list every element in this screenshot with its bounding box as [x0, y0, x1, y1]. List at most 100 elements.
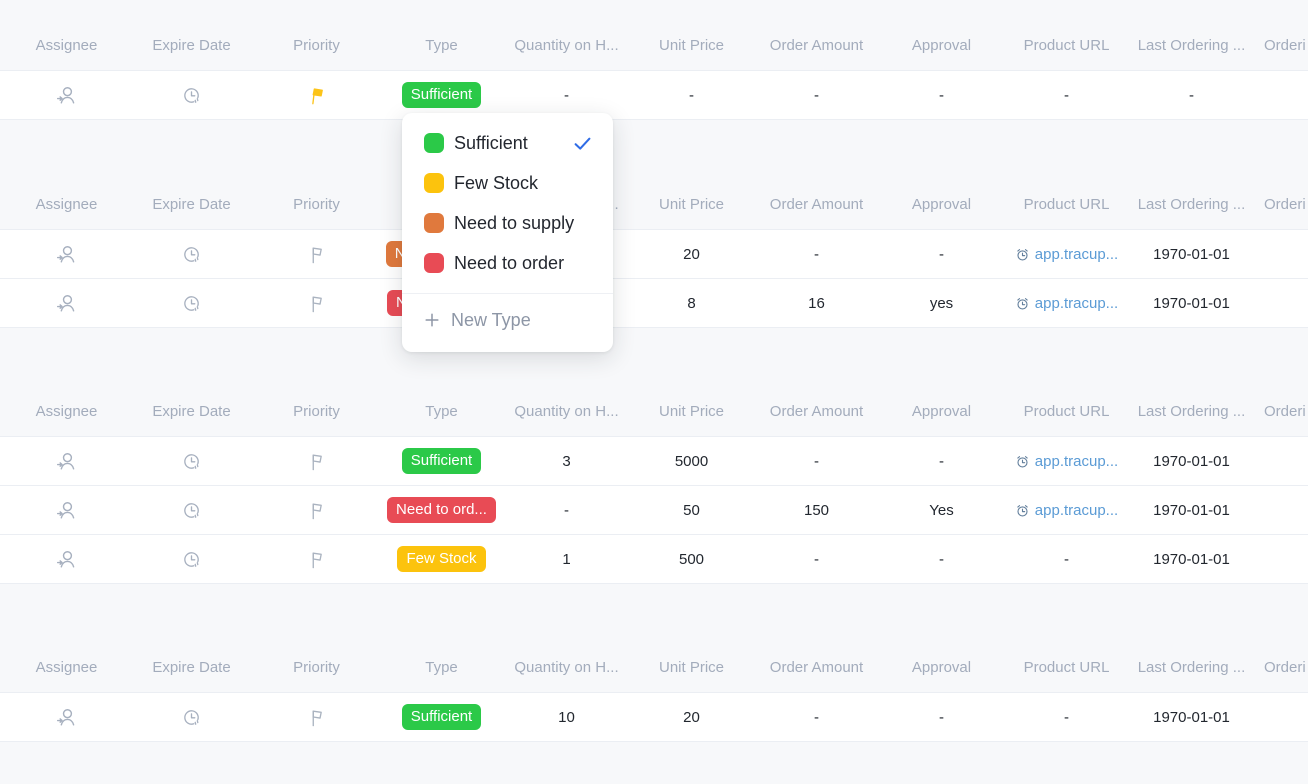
column-header-ordering[interactable]: Orderi [1254, 179, 1308, 229]
cell-product_url[interactable]: - [1004, 71, 1129, 119]
cell-ordering[interactable] [1254, 693, 1308, 741]
type-badge[interactable]: Sufficient [401, 82, 482, 108]
cell-approval[interactable]: - [879, 230, 1004, 278]
cell-last_ordering[interactable]: 1970-01-01 [1129, 693, 1254, 741]
cell-quantity_on_hand[interactable]: 10 [504, 693, 629, 741]
type-badge[interactable]: Sufficient [401, 448, 482, 474]
column-header-priority[interactable]: Priority [254, 642, 379, 692]
cell-unit_price[interactable]: 5000 [629, 437, 754, 485]
column-header-unit_price[interactable]: Unit Price [629, 386, 754, 436]
cell-ordering[interactable] [1254, 230, 1308, 278]
column-header-last_ordering[interactable]: Last Ordering ... [1129, 20, 1254, 70]
cell-assignee[interactable] [4, 230, 129, 278]
cell-last_ordering[interactable]: - [1129, 71, 1254, 119]
column-header-assignee[interactable]: Assignee [4, 642, 129, 692]
cell-product_url[interactable]: app.tracup... [1004, 230, 1129, 278]
column-header-approval[interactable]: Approval [879, 179, 1004, 229]
cell-priority[interactable] [254, 693, 379, 741]
cell-priority[interactable] [254, 71, 379, 119]
column-header-quantity_on_hand[interactable]: Quantity on H... [504, 386, 629, 436]
cell-quantity_on_hand[interactable]: 1 [504, 535, 629, 583]
product-url-link[interactable]: app.tracup... [1015, 295, 1118, 312]
cell-order_amount[interactable]: 16 [754, 279, 879, 327]
cell-expire_date[interactable] [129, 71, 254, 119]
cell-order_amount[interactable]: - [754, 535, 879, 583]
cell-product_url[interactable]: - [1004, 693, 1129, 741]
cell-order_amount[interactable]: - [754, 71, 879, 119]
product-url-link[interactable]: app.tracup... [1015, 246, 1118, 263]
cell-assignee[interactable] [4, 486, 129, 534]
cell-approval[interactable]: - [879, 693, 1004, 741]
column-header-expire_date[interactable]: Expire Date [129, 642, 254, 692]
type-badge[interactable]: Need to ord... [387, 497, 496, 523]
cell-ordering[interactable] [1254, 486, 1308, 534]
column-header-ordering[interactable]: Orderi [1254, 642, 1308, 692]
cell-assignee[interactable] [4, 437, 129, 485]
column-header-product_url[interactable]: Product URL [1004, 179, 1129, 229]
column-header-expire_date[interactable]: Expire Date [129, 179, 254, 229]
cell-quantity_on_hand[interactable]: - [504, 71, 629, 119]
column-header-product_url[interactable]: Product URL [1004, 20, 1129, 70]
type-option-need-to-supply[interactable]: Need to supply [402, 203, 613, 243]
type-option-sufficient[interactable]: Sufficient [402, 123, 613, 163]
cell-ordering[interactable] [1254, 437, 1308, 485]
product-url-link[interactable]: app.tracup... [1015, 502, 1118, 519]
column-header-priority[interactable]: Priority [254, 179, 379, 229]
column-header-unit_price[interactable]: Unit Price [629, 642, 754, 692]
cell-order_amount[interactable]: 150 [754, 486, 879, 534]
cell-type[interactable]: Sufficient [379, 693, 504, 741]
cell-ordering[interactable] [1254, 279, 1308, 327]
new-type-button[interactable]: New Type [402, 294, 613, 346]
column-header-order_amount[interactable]: Order Amount [754, 179, 879, 229]
column-header-order_amount[interactable]: Order Amount [754, 20, 879, 70]
cell-ordering[interactable] [1254, 535, 1308, 583]
cell-approval[interactable]: - [879, 437, 1004, 485]
cell-type[interactable]: Few Stock [379, 535, 504, 583]
cell-last_ordering[interactable]: 1970-01-01 [1129, 230, 1254, 278]
column-header-order_amount[interactable]: Order Amount [754, 386, 879, 436]
column-header-last_ordering[interactable]: Last Ordering ... [1129, 179, 1254, 229]
type-option-need-to-order[interactable]: Need to order [402, 243, 613, 283]
cell-assignee[interactable] [4, 535, 129, 583]
column-header-quantity_on_hand[interactable]: Quantity on H... [504, 20, 629, 70]
column-header-type[interactable]: Type [379, 20, 504, 70]
cell-type[interactable]: Sufficient [379, 71, 504, 119]
cell-type[interactable]: Need to ord... [379, 486, 504, 534]
cell-last_ordering[interactable]: 1970-01-01 [1129, 535, 1254, 583]
column-header-last_ordering[interactable]: Last Ordering ... [1129, 386, 1254, 436]
cell-approval[interactable]: - [879, 535, 1004, 583]
cell-quantity_on_hand[interactable]: 3 [504, 437, 629, 485]
cell-last_ordering[interactable]: 1970-01-01 [1129, 437, 1254, 485]
column-header-expire_date[interactable]: Expire Date [129, 386, 254, 436]
cell-expire_date[interactable] [129, 693, 254, 741]
cell-approval[interactable]: Yes [879, 486, 1004, 534]
cell-order_amount[interactable]: - [754, 230, 879, 278]
cell-approval[interactable]: - [879, 71, 1004, 119]
type-option-few-stock[interactable]: Few Stock [402, 163, 613, 203]
cell-priority[interactable] [254, 535, 379, 583]
column-header-product_url[interactable]: Product URL [1004, 386, 1129, 436]
column-header-product_url[interactable]: Product URL [1004, 642, 1129, 692]
cell-last_ordering[interactable]: 1970-01-01 [1129, 279, 1254, 327]
cell-unit_price[interactable]: 8 [629, 279, 754, 327]
cell-expire_date[interactable] [129, 437, 254, 485]
column-header-ordering[interactable]: Orderi [1254, 386, 1308, 436]
column-header-type[interactable]: Type [379, 642, 504, 692]
column-header-type[interactable]: Type [379, 386, 504, 436]
cell-product_url[interactable]: app.tracup... [1004, 279, 1129, 327]
cell-priority[interactable] [254, 230, 379, 278]
column-header-ordering[interactable]: Orderi [1254, 20, 1308, 70]
cell-expire_date[interactable] [129, 535, 254, 583]
cell-unit_price[interactable]: 500 [629, 535, 754, 583]
cell-product_url[interactable]: - [1004, 535, 1129, 583]
cell-last_ordering[interactable]: 1970-01-01 [1129, 486, 1254, 534]
cell-approval[interactable]: yes [879, 279, 1004, 327]
column-header-priority[interactable]: Priority [254, 20, 379, 70]
column-header-last_ordering[interactable]: Last Ordering ... [1129, 642, 1254, 692]
cell-expire_date[interactable] [129, 279, 254, 327]
cell-assignee[interactable] [4, 279, 129, 327]
column-header-expire_date[interactable]: Expire Date [129, 20, 254, 70]
cell-priority[interactable] [254, 486, 379, 534]
column-header-order_amount[interactable]: Order Amount [754, 642, 879, 692]
column-header-unit_price[interactable]: Unit Price [629, 20, 754, 70]
